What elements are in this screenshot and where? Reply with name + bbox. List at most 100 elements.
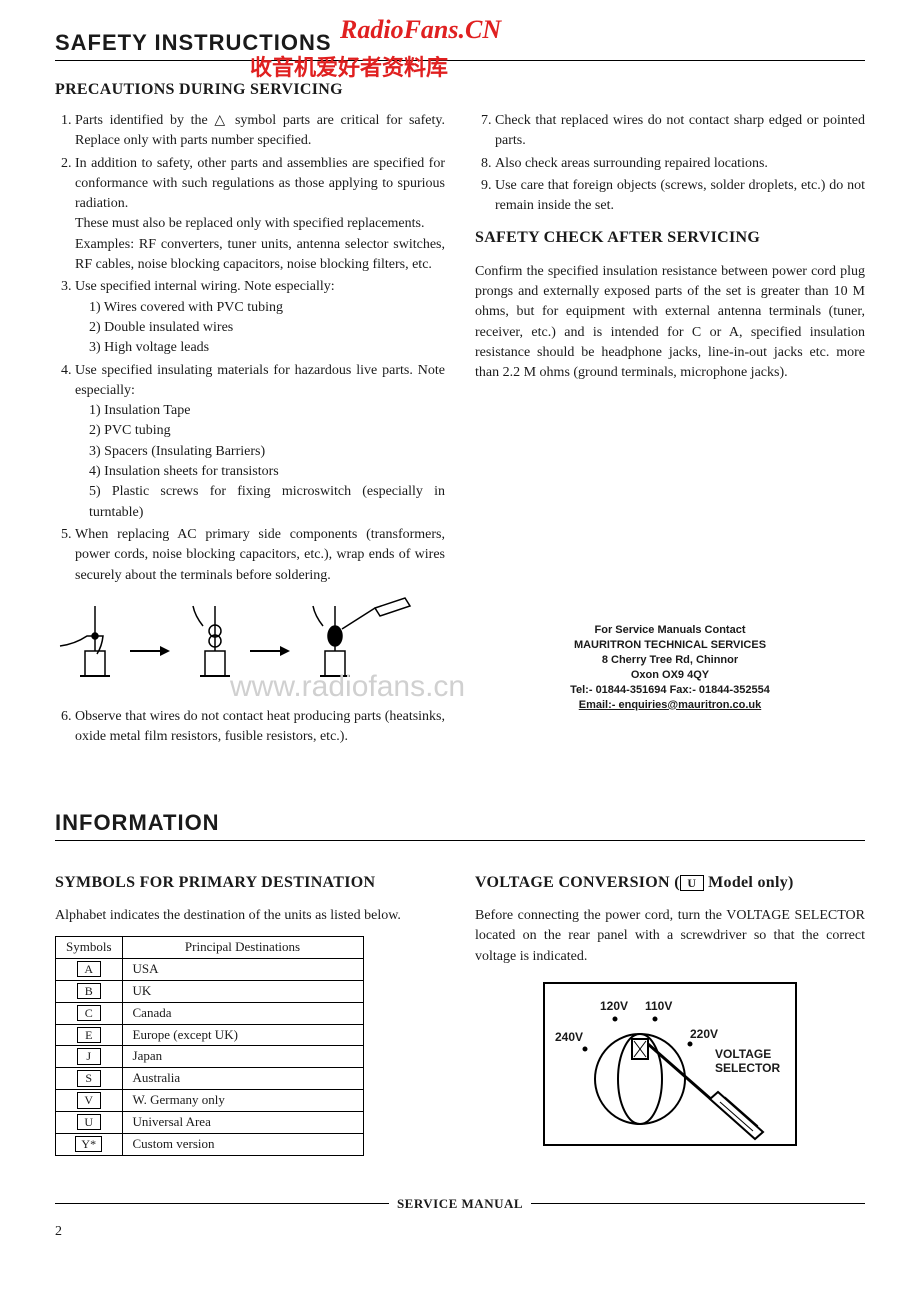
item-4-text: Use specified insulating materials for h… — [75, 363, 445, 398]
footer-line-right — [531, 1203, 865, 1204]
sym-a: A — [77, 961, 101, 977]
safety-check-body: Confirm the specified insulation resista… — [475, 262, 865, 384]
item-1: Parts identified by the △ symbol parts a… — [75, 111, 445, 152]
voltage-heading: VOLTAGE CONVERSION (U Model only) — [475, 871, 865, 894]
dest-y: Custom version — [122, 1133, 363, 1155]
info-right: VOLTAGE CONVERSION (U Model only) Before… — [475, 861, 865, 1156]
table-row: V W. Germany only — [56, 1090, 364, 1112]
voltage-heading-sym: U — [680, 875, 704, 891]
precautions-list-right: Check that replaced wires do not contact… — [475, 111, 865, 216]
voltage-body: Before connecting the power cord, turn t… — [475, 906, 865, 967]
th-destinations: Principal Destinations — [122, 937, 363, 959]
sym-c: C — [77, 1005, 101, 1021]
left-column: Parts identified by the △ symbol parts a… — [55, 111, 445, 750]
table-row: U Universal Area — [56, 1111, 364, 1133]
item-5: When replacing AC primary side component… — [75, 525, 445, 586]
item-3-3: 3) High voltage leads — [89, 338, 445, 358]
dest-c: Canada — [122, 1002, 363, 1024]
contact-l3: 8 Cherry Tree Rd, Chinnor — [475, 653, 865, 668]
item-3: Use specified internal wiring. Note espe… — [75, 277, 445, 358]
item-4-4: 4) Insulation sheets for transistors — [89, 462, 445, 482]
item-3-text: Use specified internal wiring. Note espe… — [75, 279, 335, 294]
item-9: Use care that foreign objects (screws, s… — [495, 176, 865, 217]
precautions-heading: PRECAUTIONS DURING SERVICING — [55, 81, 865, 99]
table-header-row: Symbols Principal Destinations — [56, 937, 364, 959]
label-selector: SELECTOR — [715, 1060, 780, 1077]
sym-v: V — [77, 1092, 101, 1108]
label-240v: 240V — [555, 1029, 583, 1046]
dest-e: Europe (except UK) — [122, 1024, 363, 1046]
watermark-url: www.radiofans.cn — [230, 670, 465, 704]
contact-l5: Tel:- 01844-351694 Fax:- 01844-352554 — [475, 683, 865, 698]
footer-label: SERVICE MANUAL — [389, 1196, 531, 1212]
dest-a: USA — [122, 959, 363, 981]
item-7: Check that replaced wires do not contact… — [495, 111, 865, 152]
footer-line-left — [55, 1203, 389, 1204]
table-row: S Australia — [56, 1068, 364, 1090]
item-2b: These must also be replaced only with sp… — [75, 216, 425, 231]
page: RadioFans.CN 收音机爱好者资料库 www.radiofans.cn … — [0, 0, 920, 1260]
info-columns: SYMBOLS FOR PRIMARY DESTINATION Alphabet… — [55, 861, 865, 1156]
contact-l6: Email:- enquiries@mauritron.co.uk — [475, 698, 865, 713]
dest-j: Japan — [122, 1046, 363, 1068]
watermark-top: RadioFans.CN — [340, 15, 501, 45]
voltage-selector-figure: 120V 110V 240V 220V VOLTAGE SELECTOR — [543, 982, 797, 1146]
item-2: In addition to safety, other parts and a… — [75, 154, 445, 276]
table-row: C Canada — [56, 1002, 364, 1024]
table-row: J Japan — [56, 1046, 364, 1068]
item-4-3: 3) Spacers (Insulating Barriers) — [89, 442, 445, 462]
item-4-sub: 1) Insulation Tape 2) PVC tubing 3) Spac… — [75, 401, 445, 523]
page-number: 2 — [55, 1224, 865, 1240]
destination-table: Symbols Principal Destinations AUSA BUK … — [55, 936, 364, 1155]
contact-l4: Oxon OX9 4QY — [475, 668, 865, 683]
sym-b: B — [77, 983, 101, 999]
right-column: Check that replaced wires do not contact… — [475, 111, 865, 750]
voltage-heading-a: VOLTAGE CONVERSION ( — [475, 874, 680, 891]
item-4-2: 2) PVC tubing — [89, 421, 445, 441]
table-row: B UK — [56, 980, 364, 1002]
sym-s: S — [77, 1070, 101, 1086]
th-symbols: Symbols — [56, 937, 123, 959]
information-section: INFORMATION SYMBOLS FOR PRIMARY DESTINAT… — [55, 810, 865, 1156]
precautions-list-left-cont: Observe that wires do not contact heat p… — [55, 707, 445, 748]
sym-e: E — [77, 1027, 101, 1043]
contact-l1: For Service Manuals Contact — [475, 623, 865, 638]
item-4: Use specified insulating materials for h… — [75, 361, 445, 523]
sym-u: U — [77, 1114, 101, 1130]
contact-l2: MAURITRON TECHNICAL SERVICES — [475, 638, 865, 653]
item-4-1: 1) Insulation Tape — [89, 401, 445, 421]
safety-columns: Parts identified by the △ symbol parts a… — [55, 111, 865, 750]
symbols-heading: SYMBOLS FOR PRIMARY DESTINATION — [55, 871, 445, 894]
dest-v: W. Germany only — [122, 1090, 363, 1112]
item-3-sub: 1) Wires covered with PVC tubing 2) Doub… — [75, 298, 445, 359]
table-row: Y* Custom version — [56, 1133, 364, 1155]
label-120v: 120V — [600, 998, 628, 1015]
voltage-heading-b: Model only) — [704, 874, 794, 891]
label-220v: 220V — [690, 1026, 718, 1043]
item-2a: In addition to safety, other parts and a… — [75, 156, 445, 212]
label-110v: 110V — [645, 998, 672, 1015]
information-title: INFORMATION — [55, 810, 865, 836]
dest-s: Australia — [122, 1068, 363, 1090]
item-3-2: 2) Double insulated wires — [89, 318, 445, 338]
sym-j: J — [77, 1048, 101, 1064]
watermark-chinese: 收音机爱好者资料库 — [250, 50, 448, 82]
symbols-intro: Alphabet indicates the destination of th… — [55, 906, 445, 926]
item-2c: Examples: RF converters, tuner units, an… — [75, 237, 445, 272]
contact-box: For Service Manuals Contact MAURITRON TE… — [475, 623, 865, 712]
table-row: A USA — [56, 959, 364, 981]
item-8: Also check areas surrounding repaired lo… — [495, 154, 865, 174]
rule — [55, 60, 865, 61]
dest-b: UK — [122, 980, 363, 1002]
item-4-5: 5) Plastic screws for fixing microswitch… — [89, 482, 445, 523]
item-3-1: 1) Wires covered with PVC tubing — [89, 298, 445, 318]
item-6: Observe that wires do not contact heat p… — [75, 707, 445, 748]
dest-u: Universal Area — [122, 1111, 363, 1133]
table-row: E Europe (except UK) — [56, 1024, 364, 1046]
safety-check-heading: SAFETY CHECK AFTER SERVICING — [475, 226, 865, 249]
info-left: SYMBOLS FOR PRIMARY DESTINATION Alphabet… — [55, 861, 445, 1156]
sym-y: Y* — [75, 1136, 102, 1152]
precautions-list-left: Parts identified by the △ symbol parts a… — [55, 111, 445, 586]
footer: SERVICE MANUAL — [55, 1196, 865, 1212]
rule-2 — [55, 840, 865, 841]
